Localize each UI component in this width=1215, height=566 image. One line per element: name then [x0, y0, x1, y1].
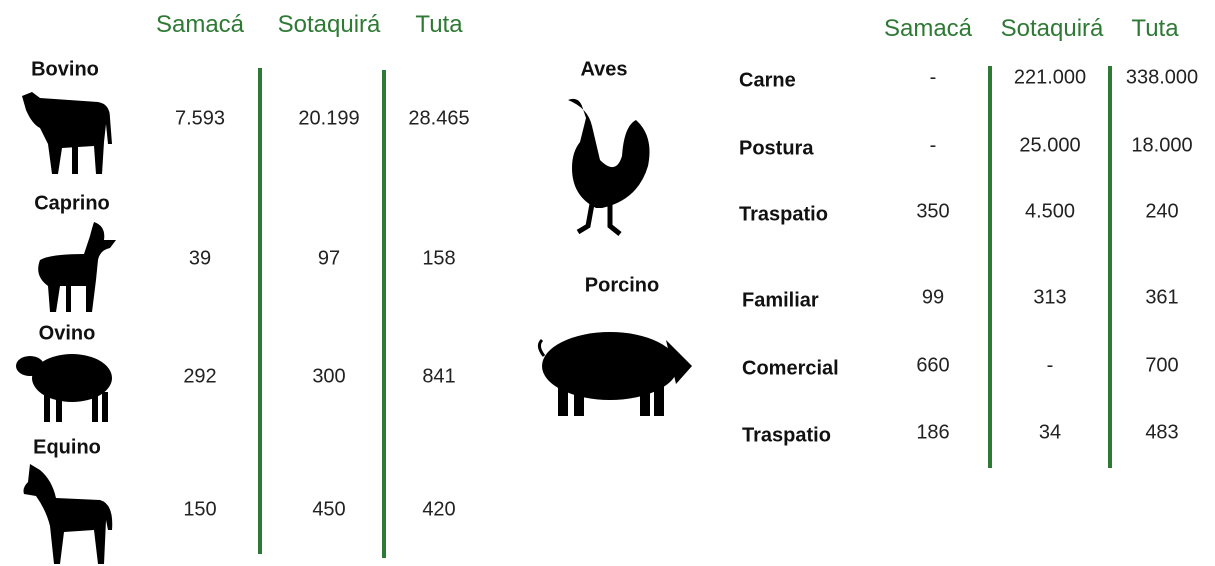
cell: 841: [422, 365, 456, 388]
divider: [258, 68, 262, 554]
group-label: Porcino: [584, 274, 660, 297]
cell: 28.465: [408, 107, 470, 130]
cell: 338.000: [1125, 66, 1199, 89]
column-header: Samacá: [883, 15, 973, 42]
cell: 660: [916, 354, 950, 377]
row-label: Caprino: [34, 192, 110, 215]
horse-icon: [23, 464, 113, 564]
row-label: Bovino: [31, 58, 99, 81]
cell: 700: [1145, 354, 1179, 377]
cell: 450: [312, 498, 346, 521]
pig-icon: [537, 332, 692, 416]
row-label: Comercial: [742, 357, 839, 380]
cell: 18.000: [1131, 134, 1193, 157]
cell: 150: [183, 498, 217, 521]
rooster-icon: [568, 98, 650, 236]
divider: [1108, 66, 1112, 468]
column-header: Samacá: [155, 11, 245, 38]
cell: 300: [312, 365, 346, 388]
cell: -: [929, 134, 937, 157]
divider: [988, 66, 992, 468]
cell: 313: [1033, 286, 1067, 309]
cell: 34: [1038, 421, 1062, 444]
row-label: Ovino: [38, 322, 96, 345]
column-header: Sotaquirá: [277, 11, 381, 38]
row-label: Postura: [739, 137, 814, 160]
cell: -: [1046, 354, 1054, 377]
cell: 221.000: [1013, 66, 1087, 89]
cell: 350: [916, 200, 950, 223]
row-label: Traspatio: [742, 424, 831, 447]
cow-icon: [22, 92, 112, 174]
column-header: Tuta: [1131, 15, 1179, 42]
group-label: Aves: [580, 58, 628, 81]
column-header: Sotaquirá: [1000, 15, 1104, 42]
cell: 186: [916, 421, 950, 444]
cell: 292: [183, 365, 217, 388]
row-label: Familiar: [742, 289, 819, 312]
cell: 158: [422, 247, 456, 270]
cell: 240: [1145, 200, 1179, 223]
row-label: Traspatio: [739, 203, 828, 226]
cell: 7.593: [174, 107, 226, 130]
cell: -: [929, 66, 937, 89]
goat-icon: [38, 222, 117, 312]
cell: 99: [921, 286, 945, 309]
cell: 361: [1145, 286, 1179, 309]
column-header: Tuta: [415, 11, 463, 38]
divider: [382, 70, 386, 558]
cell: 25.000: [1019, 134, 1081, 157]
cell: 420: [422, 498, 456, 521]
cell: 20.199: [298, 107, 360, 130]
cell: 39: [188, 247, 212, 270]
row-label: Carne: [739, 69, 796, 92]
row-label: Equino: [33, 436, 101, 459]
cell: 483: [1145, 421, 1179, 444]
cell: 97: [317, 247, 341, 270]
cell: 4.500: [1024, 200, 1076, 223]
sheep-icon: [16, 354, 112, 422]
